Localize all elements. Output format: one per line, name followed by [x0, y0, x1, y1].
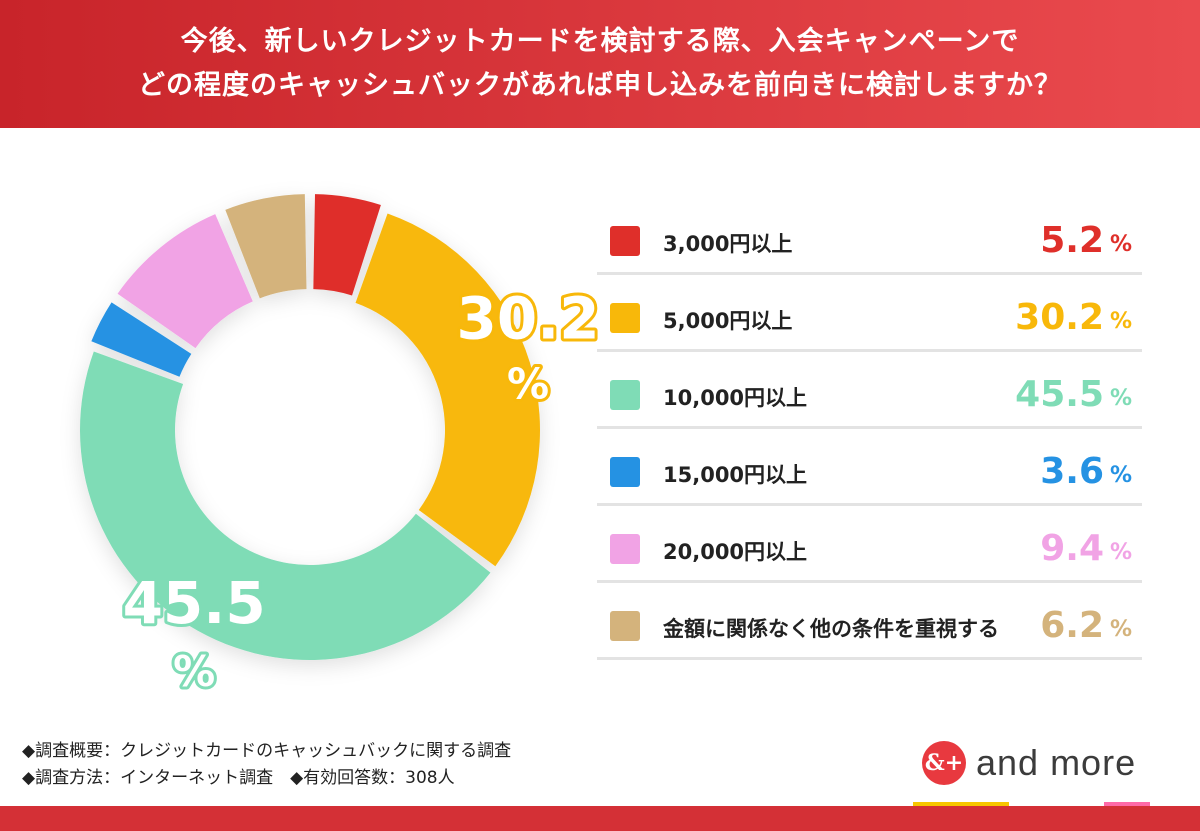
legend-item: 10,000円以上 45.5%: [597, 352, 1142, 429]
legend-label: 金額に関係なく他の条件を重視する: [663, 617, 999, 641]
survey-overview-note: ◆調査概要：クレジットカードのキャッシュバックに関する調査: [22, 741, 512, 761]
legend-value: 9.4: [1040, 528, 1104, 569]
slice-label-value-3: 45.5: [123, 569, 266, 637]
question-title-line-2: どの程度のキャッシュバックがあれば申し込みを前向きに検討しますか？: [138, 70, 1062, 101]
donut-slice-3: [80, 351, 491, 660]
legend-value: 30.2: [1015, 297, 1104, 338]
legend-value: 45.5: [1015, 374, 1104, 415]
chart-header: 今後、新しいクレジットカードを検討する際、入会キャンペーンで どの程度のキャッシ…: [0, 0, 1200, 128]
legend-item: 20,000円以上 9.4%: [597, 506, 1142, 583]
legend-item: 金額に関係なく他の条件を重視する 6.2%: [597, 583, 1142, 660]
legend-unit: %: [1109, 232, 1132, 257]
brand-mark-icon: &+: [922, 741, 966, 785]
donut-slice-4: [91, 302, 192, 377]
legend-swatch: [610, 611, 640, 641]
legend-swatch: [610, 226, 640, 256]
donut-chart: 30.2% 45.5%: [40, 170, 603, 700]
slice-label-unit-2: %: [507, 359, 549, 408]
donut-slice-6: [225, 194, 307, 299]
footer-accent-white: [768, 802, 913, 806]
footer-accent-pink: [1104, 802, 1150, 806]
legend-swatch: [610, 303, 640, 333]
question-title-line-1: 今後、新しいクレジットカードを検討する際、入会キャンペーンで: [180, 26, 1020, 57]
legend-item: 3,000円以上 5.2%: [597, 198, 1142, 275]
legend-label: 10,000円以上: [663, 386, 808, 410]
legend-label: 15,000円以上: [663, 463, 808, 487]
legend-swatch: [610, 457, 640, 487]
slice-label-unit-3: %: [173, 647, 215, 696]
slice-label-value-2: 30.2: [456, 284, 599, 352]
legend-unit: %: [1109, 386, 1132, 411]
legend-unit: %: [1109, 540, 1132, 565]
legend-unit: %: [1109, 617, 1132, 642]
donut-chart-svg: 30.2% 45.5%: [80, 194, 603, 699]
legend-swatch: [610, 534, 640, 564]
brand-name: and more: [976, 742, 1137, 783]
legend-value: 3.6: [1040, 451, 1104, 492]
donut-slice-5: [117, 214, 253, 349]
legend-label: 3,000円以上: [663, 232, 793, 256]
survey-notes: ◆調査概要：クレジットカードのキャッシュバックに関する調査 ◆調査方法：インター…: [22, 738, 511, 792]
legend-unit: %: [1109, 309, 1132, 334]
footer-accent-yellow: [913, 802, 1009, 806]
footer-strip: [0, 806, 1200, 831]
donut-slice-2: [355, 213, 540, 567]
legend-label: 20,000円以上: [663, 540, 808, 564]
legend-item: 5,000円以上 30.2%: [597, 275, 1142, 352]
legend-unit: %: [1109, 463, 1132, 488]
legend-item: 15,000円以上 3.6%: [597, 429, 1142, 506]
donut-slice-1: [313, 194, 381, 296]
legend-swatch: [610, 380, 640, 410]
legend-value: 6.2: [1040, 605, 1104, 646]
legend-value: 5.2: [1040, 220, 1104, 261]
survey-method-note: ◆調査方法：インターネット調査 ◆有効回答数：308人: [22, 768, 455, 788]
brand-logo: &+ and more: [922, 741, 1136, 785]
legend-label: 5,000円以上: [663, 309, 793, 333]
legend: 3,000円以上 5.2% 5,000円以上 30.2% 10,000円以上 45.5% 1…: [597, 198, 1142, 660]
